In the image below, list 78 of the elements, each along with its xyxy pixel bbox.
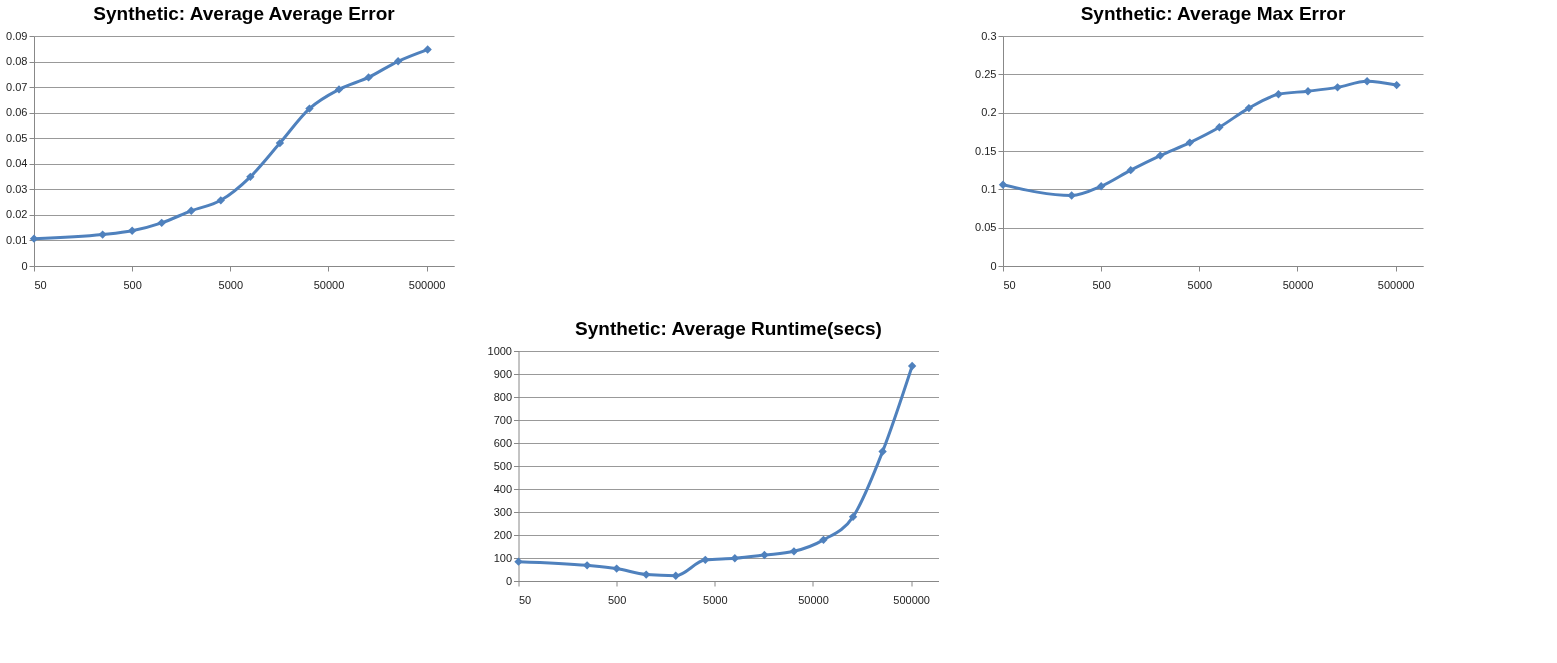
point	[187, 206, 196, 215]
x-tick-label: 50	[519, 593, 532, 606]
y-tick-label: 0.08	[6, 55, 28, 68]
point	[1244, 103, 1254, 113]
x-tick-label: 500000	[408, 278, 446, 291]
point	[642, 570, 651, 579]
y-tick-label: 700	[493, 413, 512, 426]
point	[1126, 165, 1135, 175]
y-tick-label: 0.06	[6, 106, 28, 119]
point	[364, 73, 373, 82]
point	[275, 138, 285, 148]
point	[1333, 83, 1342, 92]
point	[1185, 138, 1194, 147]
point	[819, 535, 828, 545]
point	[671, 571, 680, 580]
x-tick-label: 5000	[703, 593, 728, 606]
y-tick-label: 600	[493, 436, 512, 449]
y-tick-label: 0.05	[6, 131, 28, 144]
point	[127, 226, 137, 235]
point	[334, 85, 344, 94]
y-tick-label: 0.03	[6, 182, 28, 195]
y-tick-label: 0.02	[6, 208, 28, 221]
y-tick-label: 800	[493, 390, 512, 403]
x-tick-label: 50	[1003, 278, 1016, 291]
y-tick-label: 0	[21, 259, 28, 272]
x-tick-label: 5000	[1187, 278, 1213, 291]
point	[246, 172, 255, 181]
x-tick-label: 5000	[218, 278, 244, 291]
y-tick-label: 400	[493, 482, 512, 495]
y-tick-label: 0.25	[975, 67, 997, 80]
y-tick-label: 0.2	[981, 106, 997, 119]
point	[305, 104, 314, 113]
point	[1096, 182, 1106, 191]
chart-title: Synthetic: Average Average Error	[93, 3, 396, 24]
point	[1067, 191, 1076, 200]
y-tick-label: 0.01	[6, 233, 28, 246]
point	[1274, 90, 1283, 99]
point	[1215, 123, 1224, 132]
y-tick-label: 300	[493, 505, 512, 518]
point	[1156, 151, 1165, 160]
point	[157, 218, 166, 227]
y-tick-label: 0.3	[981, 29, 997, 42]
point	[848, 512, 858, 522]
point	[878, 447, 887, 456]
point	[760, 550, 769, 560]
x-tick-label: 500	[1092, 278, 1111, 291]
point	[98, 230, 107, 239]
x-tick-label: 50000	[798, 593, 829, 606]
x-tick-label: 500000	[1377, 278, 1415, 291]
point	[423, 45, 432, 54]
chart-title: Synthetic: Average Runtime(secs)	[575, 318, 882, 339]
point	[393, 57, 403, 66]
y-tick-label: 200	[493, 528, 512, 541]
y-tick-label: 0.15	[975, 144, 997, 157]
y-tick-label: 100	[493, 551, 512, 564]
x-tick-label: 50000	[313, 278, 345, 291]
x-tick-label: 500000	[893, 593, 930, 606]
y-tick-label: 0.04	[6, 157, 28, 170]
point	[216, 196, 225, 205]
x-tick-label: 500	[123, 278, 142, 291]
x-tick-label: 500	[607, 593, 627, 606]
point	[907, 361, 917, 371]
y-tick-label: 0.07	[6, 80, 28, 93]
y-tick-label: 1000	[487, 344, 512, 357]
y-tick-label: 0	[505, 574, 512, 587]
chart-title: Synthetic: Average Max Error	[1080, 3, 1346, 24]
y-tick-label: 0.05	[975, 221, 997, 234]
y-tick-label: 0.09	[6, 29, 28, 42]
point	[1392, 80, 1401, 90]
point	[789, 547, 799, 556]
y-tick-label: 500	[493, 459, 512, 472]
y-tick-label: 0.1	[981, 182, 997, 195]
x-tick-label: 50	[34, 278, 47, 291]
y-tick-label: 0	[990, 259, 997, 272]
point	[1303, 87, 1313, 96]
y-tick-label: 900	[493, 367, 512, 380]
x-tick-label: 50000	[1282, 278, 1314, 291]
point	[612, 564, 621, 573]
